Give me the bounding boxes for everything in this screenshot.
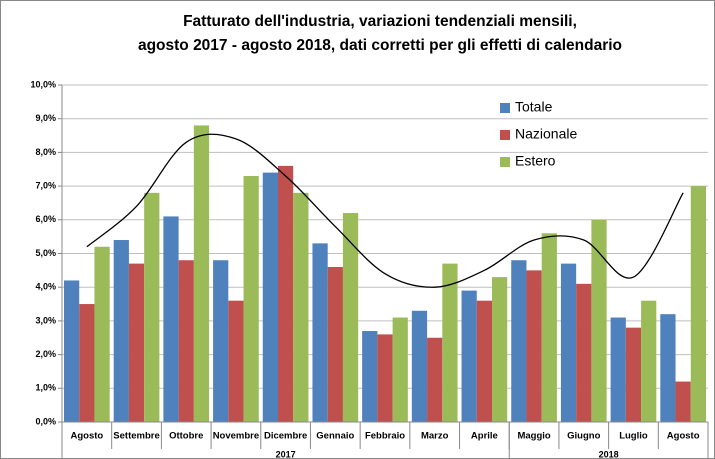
- bar: [641, 300, 657, 422]
- group-label: 2017: [276, 449, 296, 459]
- y-tick-label: 6,0%: [35, 214, 56, 224]
- bar: [342, 213, 359, 422]
- y-tick-label: 2,0%: [35, 349, 56, 359]
- bar: [377, 334, 393, 422]
- bar: [362, 331, 378, 422]
- legend-swatch: [500, 157, 510, 167]
- y-tick-label: 8,0%: [35, 147, 56, 157]
- bar: [576, 283, 592, 422]
- bar: [492, 277, 508, 422]
- x-tick-label: Dicembre: [264, 431, 307, 442]
- x-tick-label: Giugno: [567, 431, 600, 442]
- bar: [610, 317, 626, 422]
- bar: [128, 263, 145, 422]
- y-tick-label: 1,0%: [35, 383, 56, 393]
- bar: [660, 314, 676, 422]
- bar: [461, 290, 477, 422]
- bar: [675, 381, 691, 422]
- bar: [64, 280, 80, 422]
- legend-label: Estero: [515, 153, 556, 169]
- x-tick-label: Luglio: [619, 431, 648, 442]
- bar: [690, 186, 706, 422]
- bar: [293, 192, 309, 422]
- legend-label: Totale: [515, 99, 553, 115]
- chart-title: Fatturato dell'industria, variazioni ten…: [183, 13, 577, 30]
- x-tick-label: Novembre: [213, 431, 259, 442]
- bar: [560, 263, 577, 422]
- y-tick-label: 4,0%: [35, 282, 56, 292]
- bar: [278, 165, 294, 422]
- x-tick-label: Agosto: [70, 431, 103, 442]
- y-tick-label: 7,0%: [35, 180, 56, 190]
- bar: [442, 263, 458, 422]
- y-tick-label: 9,0%: [35, 113, 56, 123]
- y-tick-label: 5,0%: [35, 248, 56, 258]
- bar: [193, 125, 210, 422]
- legend-label: Nazionale: [515, 126, 577, 142]
- x-tick-label: Settembre: [113, 431, 159, 442]
- legend-swatch: [500, 103, 510, 113]
- bar: [312, 243, 328, 422]
- bar: [476, 300, 492, 422]
- x-tick-label: Gennaio: [316, 431, 354, 442]
- x-tick-label: Maggio: [517, 431, 550, 442]
- x-tick-label: Agosto: [667, 431, 700, 442]
- bar: [427, 337, 443, 422]
- y-tick-label: 3,0%: [35, 315, 56, 325]
- bar: [163, 216, 179, 422]
- bar: [262, 172, 278, 422]
- bar: [625, 327, 642, 422]
- bar: [113, 240, 129, 422]
- x-tick-label: Marzo: [421, 431, 449, 442]
- bar: [511, 260, 527, 422]
- bar: [79, 304, 95, 422]
- bar: [94, 246, 110, 422]
- x-tick-label: Aprile: [471, 431, 498, 442]
- bar: [591, 219, 607, 422]
- bar: [392, 317, 408, 422]
- x-tick-label: Ottobre: [169, 431, 203, 442]
- bar: [178, 260, 194, 422]
- x-tick-label: Febbraio: [365, 431, 405, 442]
- group-label: 2018: [599, 449, 619, 459]
- bar: [243, 175, 259, 422]
- bar: [213, 260, 229, 422]
- chart-title: agosto 2017 - agosto 2018, dati corretti…: [138, 37, 622, 54]
- bar: [228, 300, 244, 422]
- bar: [526, 270, 542, 422]
- bar: [144, 192, 160, 422]
- legend-swatch: [500, 130, 510, 140]
- bar: [327, 266, 343, 422]
- bar: [541, 233, 557, 422]
- y-tick-label: 10,0%: [30, 79, 56, 89]
- bar: [411, 310, 428, 422]
- y-tick-label: 0,0%: [35, 416, 56, 426]
- trendline: [86, 133, 684, 288]
